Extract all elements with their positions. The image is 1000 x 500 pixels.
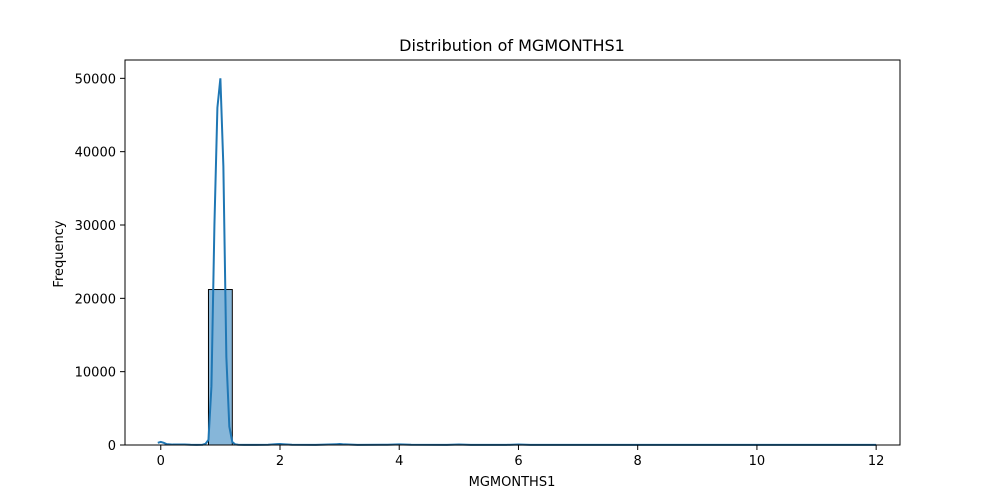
- x-tick-label: 2: [276, 454, 284, 469]
- y-tick-label: 0: [108, 439, 116, 454]
- x-tick-label: 4: [395, 454, 403, 469]
- y-tick-label: 30000: [75, 219, 116, 234]
- y-tick-label: 40000: [75, 146, 116, 161]
- y-tick-label: 10000: [75, 366, 116, 381]
- axes-frame: [124, 59, 901, 446]
- chart-title: Distribution of MGMONTHS1: [399, 36, 625, 55]
- plot-area: [124, 59, 901, 446]
- y-tick-label: 20000: [75, 292, 116, 307]
- x-tick-label: 0: [157, 454, 165, 469]
- x-tick-label: 12: [868, 454, 885, 469]
- y-axis-label: Frequency: [52, 220, 67, 287]
- x-axis: 0 2 4 6 8 10 12: [157, 445, 885, 469]
- x-tick-label: 6: [514, 454, 522, 469]
- kde-curve: [157, 78, 877, 446]
- x-tick-label: 10: [749, 454, 766, 469]
- x-tick-label: 8: [634, 454, 642, 469]
- x-axis-label: MGMONTHS1: [469, 475, 556, 490]
- y-axis: 0 10000 20000 30000 40000 50000: [75, 72, 125, 454]
- y-tick-label: 50000: [75, 72, 116, 87]
